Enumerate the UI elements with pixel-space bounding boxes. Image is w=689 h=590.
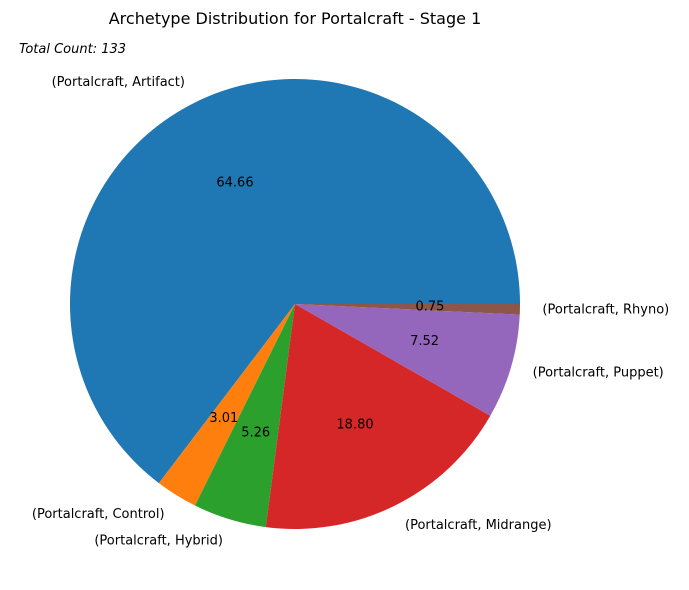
slice-percent-label: 5.26 bbox=[241, 426, 270, 441]
slice-percent-label: 3.01 bbox=[209, 411, 238, 426]
slice-percent-label: 64.66 bbox=[216, 176, 253, 191]
slice-percent-label: 7.52 bbox=[410, 334, 439, 349]
slice-label: (Portalcraft, Puppet) bbox=[533, 366, 664, 381]
slice-label: (Portalcraft, Hybrid) bbox=[94, 533, 223, 548]
pie-slice bbox=[265, 304, 491, 529]
slice-percent-label: 0.75 bbox=[415, 300, 444, 315]
slice-label: (Portalcraft, Control) bbox=[32, 507, 165, 522]
slice-label: (Portalcraft, Rhyno) bbox=[542, 302, 669, 317]
pie-labels: (Portalcraft, Artifact) 64.66 (Portalcraft… bbox=[32, 75, 669, 548]
slice-percent-label: 18.80 bbox=[336, 417, 373, 432]
slice-label: (Portalcraft, Artifact) bbox=[52, 75, 185, 90]
pie-slice bbox=[158, 304, 295, 506]
pie-slices bbox=[70, 78, 520, 529]
total-count-annotation: Total Count: 133 bbox=[19, 42, 126, 57]
pie-slice bbox=[70, 78, 520, 484]
slice-label: (Portalcraft, Midrange) bbox=[405, 518, 552, 533]
pie-slice bbox=[295, 304, 520, 315]
pie-slice bbox=[194, 304, 295, 528]
chart-title: Archetype Distribution for Portalcraft -… bbox=[109, 9, 482, 28]
pie-slice bbox=[295, 304, 520, 416]
